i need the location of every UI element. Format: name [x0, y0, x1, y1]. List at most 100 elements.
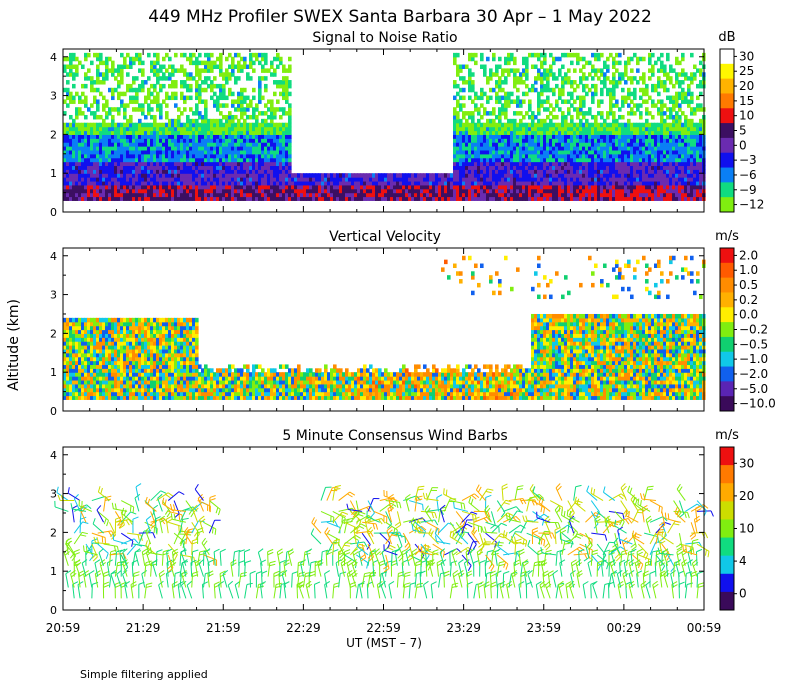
heat-cell [561, 142, 565, 147]
heat-cell [366, 188, 370, 194]
heat-cell [480, 177, 484, 182]
heat-cell [180, 68, 184, 73]
heat-cell [468, 180, 472, 186]
heat-cell [564, 138, 568, 143]
heat-cell [162, 173, 166, 178]
heat-cell [615, 60, 619, 66]
heat-cell [105, 68, 109, 73]
heat-cell [345, 173, 349, 178]
heat-cell [558, 95, 562, 101]
heat-cell [555, 134, 559, 139]
heat-cell [147, 169, 151, 174]
heat-cell [288, 177, 292, 182]
heat-cell [117, 83, 121, 89]
heat-cell [69, 161, 73, 167]
heat-cell [687, 149, 691, 155]
heat-cell [384, 192, 388, 198]
heat-cell [270, 157, 274, 163]
heat-cell [288, 169, 292, 174]
heat-cell [219, 157, 223, 163]
heat-cell [171, 72, 175, 77]
heat-cell [123, 153, 127, 159]
heat-cell [273, 126, 277, 132]
heat-cell [186, 126, 190, 132]
heat-cell [243, 56, 247, 62]
heat-cell [657, 56, 661, 62]
heat-cell [234, 138, 238, 143]
heat-cell [90, 146, 94, 151]
heat-cell [288, 83, 292, 89]
heat-cell [237, 68, 241, 73]
heat-cell [621, 153, 625, 159]
heat-cell [519, 134, 523, 139]
heat-cell [261, 196, 265, 201]
heat-cell [645, 149, 649, 155]
heat-cell [657, 149, 661, 155]
heat-cell [588, 107, 592, 112]
heat-cell [417, 177, 421, 182]
heat-cell [93, 111, 97, 116]
heat-cell [75, 114, 79, 120]
heat-cell [324, 192, 328, 198]
heat-cell [597, 130, 601, 135]
heat-cell [120, 130, 124, 135]
heat-cell [288, 149, 292, 155]
heat-cell [453, 165, 457, 170]
heat-cell [681, 130, 685, 135]
heat-cell [234, 192, 238, 198]
heat-cell [591, 169, 595, 174]
heat-cell [105, 56, 109, 62]
heat-cell [189, 107, 193, 112]
heat-cell [564, 80, 568, 85]
heat-cell [108, 146, 112, 151]
heat-cell [465, 130, 469, 135]
heat-cell [411, 177, 415, 182]
heat-cell [561, 130, 565, 135]
heat-cell [588, 180, 592, 186]
heat-cell [459, 192, 463, 198]
heat-cell [696, 173, 700, 178]
heat-cell [381, 184, 385, 190]
heat-cell [240, 134, 244, 139]
heat-cell [282, 64, 286, 70]
heat-cell [102, 192, 106, 198]
heat-cell [102, 184, 106, 190]
heat-cell [459, 64, 463, 70]
heat-cell [567, 52, 571, 58]
heat-cell [198, 165, 202, 170]
heat-cell [258, 188, 262, 194]
colorbar-swatch [720, 137, 734, 154]
heat-cell [678, 180, 682, 186]
heat-cell [174, 138, 178, 143]
heat-cell [126, 138, 130, 143]
heat-cell [75, 122, 79, 128]
heat-cell [612, 72, 616, 77]
heat-cell [417, 196, 421, 201]
heat-cell [66, 149, 70, 155]
heat-cell [477, 118, 481, 124]
heat-cell [492, 118, 496, 124]
heat-cell [633, 52, 637, 58]
heat-cell [66, 157, 70, 163]
heat-cell [282, 169, 286, 174]
heat-cell [504, 142, 508, 147]
heat-cell [507, 161, 511, 167]
heat-cell [468, 134, 472, 139]
heat-cell [540, 76, 544, 81]
heat-cell [150, 126, 154, 132]
heat-cell [162, 161, 166, 167]
heat-cell [174, 188, 178, 194]
heat-cell [609, 177, 613, 182]
heat-cell [555, 122, 559, 128]
heat-cell [231, 103, 235, 108]
heat-cell [621, 99, 625, 104]
heat-cell [522, 146, 526, 151]
heat-cell [504, 149, 508, 155]
heat-cell [555, 56, 559, 62]
heat-cell [243, 153, 247, 159]
heat-cell [594, 83, 598, 89]
heat-cell [558, 146, 562, 151]
heat-cell [654, 153, 658, 159]
heat-cell [81, 126, 85, 132]
heat-cell [510, 173, 514, 178]
